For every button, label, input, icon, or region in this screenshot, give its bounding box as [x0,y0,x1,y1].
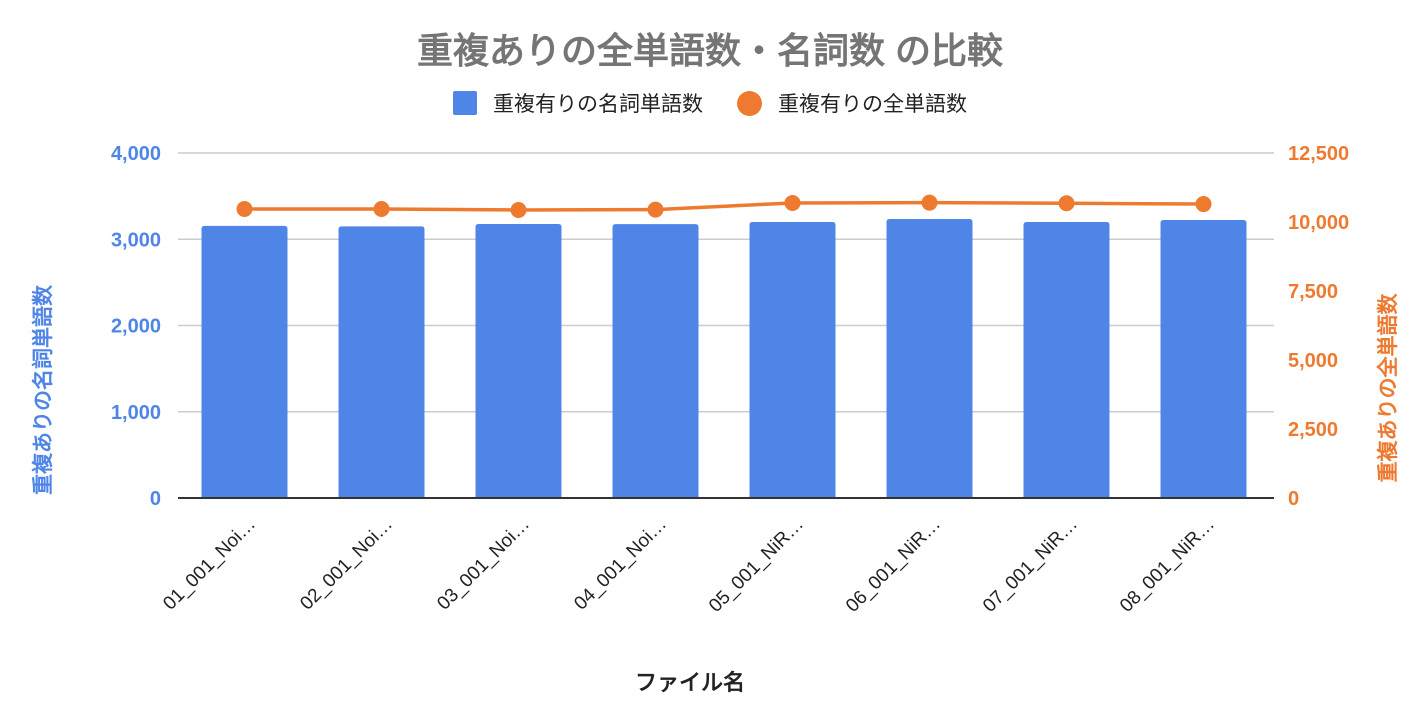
bar[interactable] [749,222,836,498]
y-left-tick-label: 1,000 [111,402,161,424]
x-tick-label: 02_001_Noi… [296,514,397,615]
legend-circle-icon [737,90,762,116]
y-left-tick-label: 4,000 [111,143,161,165]
y-left-tick-label: 2,000 [111,316,161,338]
bar[interactable] [1023,222,1110,498]
x-axis-title: ファイル名 [635,670,745,695]
y-right-tick-label: 0 [1288,488,1299,510]
line-point[interactable] [1195,196,1212,213]
legend-item-nouns[interactable]: 重複有りの名詞単語数 [453,88,703,118]
x-tick-label: 04_001_Noi… [570,514,671,615]
y-right-tick-label: 12,500 [1288,143,1349,165]
line-point[interactable] [784,194,801,211]
bar[interactable] [475,223,562,498]
y-right-tick-label: 2,500 [1288,419,1338,441]
line-point[interactable] [1058,195,1075,212]
bar[interactable] [886,218,973,498]
bar[interactable] [201,225,288,498]
legend: 重複有りの名詞単語数 重複有りの全単語数 [0,88,1420,118]
legend-label-all-words: 重複有りの全単語数 [778,93,967,116]
line-point[interactable] [510,201,527,218]
y-left-tick-label: 0 [150,488,161,510]
x-tick-label: 01_001_Noi… [159,514,260,615]
x-tick-label: 03_001_Noi… [433,514,534,615]
line-point[interactable] [373,201,390,218]
bar[interactable] [612,224,699,498]
x-tick-label: 07_001_NiR… [979,514,1082,617]
line-point[interactable] [236,201,253,218]
x-tick-label: 06_001_NiR… [842,514,945,617]
x-tick-label: 08_001_NiR… [1116,514,1219,617]
x-tick-label: 05_001_NiR… [705,514,808,617]
bar[interactable] [1160,220,1247,499]
y-left-axis-title: 重複ありの名詞単語数 [31,284,55,495]
legend-label-nouns: 重複有りの名詞単語数 [493,93,703,116]
chart-title: 重複ありの全単語数・名詞数 の比較 [416,30,1003,71]
line-point[interactable] [921,194,938,211]
y-right-tick-label: 7,500 [1288,281,1338,303]
y-right-axis-title: 重複ありの全単語数 [1376,293,1400,483]
y-right-tick-label: 5,000 [1288,350,1338,372]
legend-square-icon [453,91,477,115]
y-left-tick-label: 3,000 [111,229,161,251]
line-series [244,200,1204,212]
y-right-tick-label: 10,000 [1288,212,1349,234]
bar[interactable] [338,226,425,498]
line-point[interactable] [647,201,664,218]
legend-item-all-words[interactable]: 重複有りの全単語数 [737,88,967,118]
